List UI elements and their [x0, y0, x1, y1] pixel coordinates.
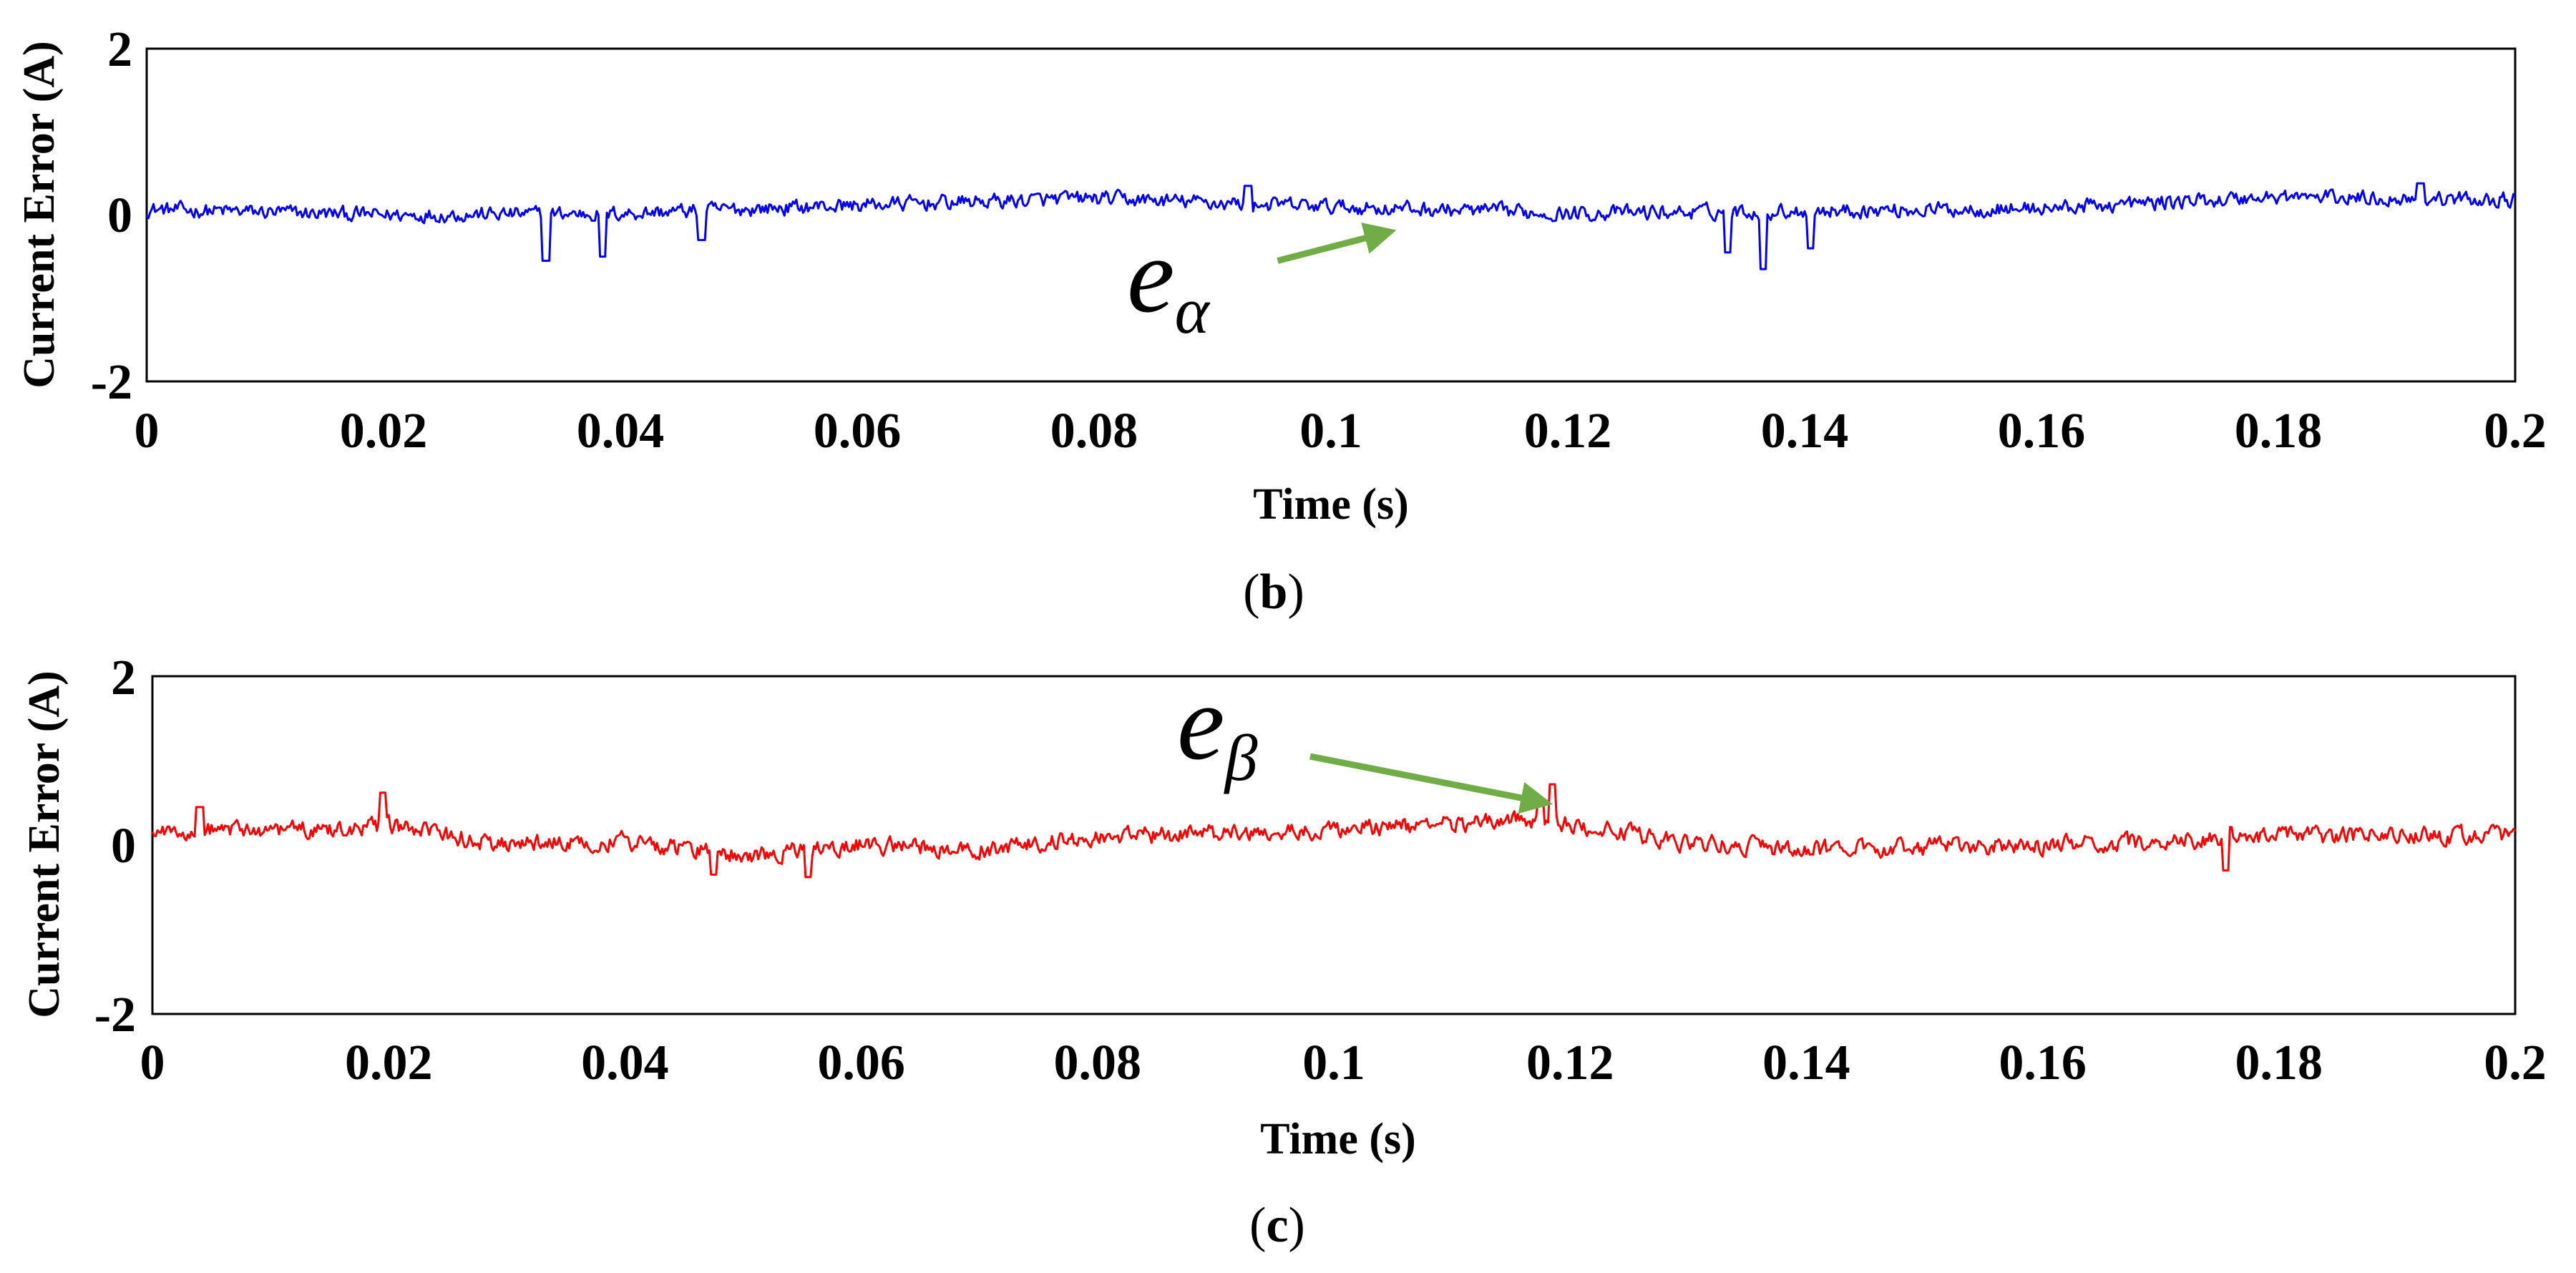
x-tick-b-6: 0.12 [1524, 404, 1612, 459]
x-tick-b-2: 0.04 [577, 404, 665, 459]
caption-c-open: ( [1249, 1198, 1266, 1253]
caption-c: (c) [1249, 1198, 1305, 1253]
x-tick-b-7: 0.14 [1761, 404, 1849, 459]
y-tick-c-1: 0 [111, 819, 136, 874]
x-tick-b-8: 0.16 [1998, 404, 2086, 459]
y-axis-label-b: Current Error (A) [15, 41, 64, 389]
annotation-subscript-b: α [1175, 274, 1211, 347]
y-axis-label-c: Current Error (A) [20, 670, 69, 1018]
y-tick-b-1: 0 [107, 188, 132, 243]
y-tick-c-2: -2 [94, 987, 136, 1043]
annotation-symbol-c: e [1177, 663, 1225, 782]
x-tick-b-5: 0.1 [1299, 404, 1362, 459]
x-tick-c-2: 0.04 [581, 1035, 669, 1091]
y-ticks-c: 2 0 -2 [94, 650, 136, 1043]
x-tick-c-10: 0.2 [2484, 1035, 2547, 1091]
y-tick-b-0: 2 [107, 22, 132, 77]
x-axis-label-b: Time (s) [1253, 480, 1409, 529]
x-tick-c-4: 0.08 [1054, 1035, 1142, 1091]
caption-c-letter: c [1266, 1198, 1288, 1253]
caption-b: (b) [1243, 565, 1304, 620]
x-tick-c-5: 0.1 [1302, 1035, 1365, 1091]
x-tick-b-4: 0.08 [1050, 404, 1138, 459]
annotation-label-e-beta: eβ [1177, 663, 1258, 794]
x-tick-c-1: 0.02 [345, 1035, 433, 1091]
y-tick-c-0: 2 [111, 650, 136, 706]
panel-b: 2 0 -2 0 0.02 0.04 0.06 0.08 0.1 0.12 0.14 0.16 0… [15, 22, 2547, 620]
annotation-label-e-alpha: eα [1127, 216, 1211, 347]
series-line-e-beta [151, 783, 2517, 879]
x-tick-c-3: 0.06 [817, 1035, 905, 1091]
x-tick-c-6: 0.12 [1526, 1035, 1614, 1091]
x-axis-label-c: Time (s) [1260, 1115, 1416, 1164]
caption-b-letter: b [1260, 565, 1288, 620]
panel-c: 2 0 -2 0 0.02 0.04 0.06 0.08 0.1 0.12 0.14 0.16 0… [20, 650, 2547, 1253]
plot-frame-b [145, 47, 2517, 383]
annotation-arrow-b [1277, 222, 1397, 264]
x-tick-b-10: 0.2 [2484, 404, 2547, 459]
caption-c-close: ) [1289, 1198, 1305, 1253]
x-tick-b-0: 0 [135, 404, 160, 459]
x-tick-c-0: 0 [140, 1035, 165, 1091]
x-tick-b-1: 0.02 [340, 404, 428, 459]
annotation-symbol-b: e [1127, 216, 1175, 335]
annotation-subscript-c: β [1224, 721, 1258, 794]
y-tick-b-2: -2 [91, 355, 132, 410]
y-ticks-b: 2 0 -2 [91, 22, 132, 410]
plot-frame-c [151, 675, 2517, 1015]
caption-b-close: ) [1287, 565, 1304, 620]
x-tick-c-7: 0.14 [1762, 1035, 1850, 1091]
series-line-e-alpha [145, 182, 2516, 270]
x-ticks-c: 0 0.02 0.04 0.06 0.08 0.1 0.12 0.14 0.16 0.18 0.2 [140, 1035, 2547, 1091]
x-ticks-b: 0 0.02 0.04 0.06 0.08 0.1 0.12 0.14 0.16 0.18 0.2 [135, 404, 2547, 459]
x-tick-c-8: 0.16 [1999, 1035, 2087, 1091]
caption-b-open: ( [1243, 565, 1259, 620]
x-tick-b-3: 0.06 [814, 404, 902, 459]
x-tick-b-9: 0.18 [2235, 404, 2323, 459]
x-tick-c-9: 0.18 [2235, 1035, 2323, 1091]
annotation-arrow-c [1309, 753, 1553, 814]
